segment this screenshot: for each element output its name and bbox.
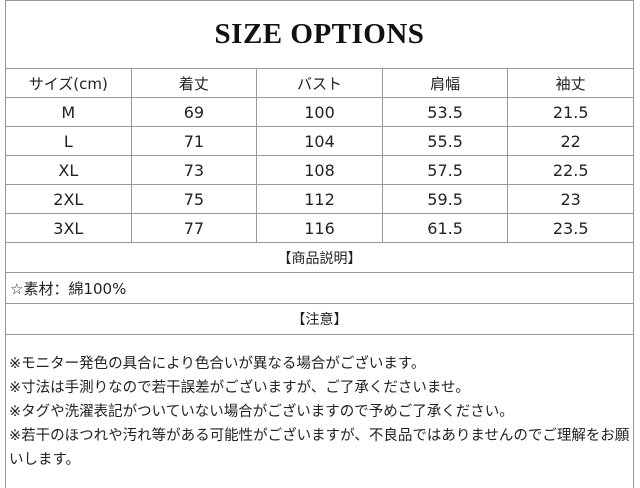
page-title: SIZE OPTIONS: [214, 17, 425, 50]
cell: 53.5: [381, 97, 509, 127]
header-cell: 袖丈: [507, 68, 634, 98]
notes-heading: 【注意】: [5, 303, 634, 335]
note-item: ※若干のほつれや汚れ等がある可能性がございますが、不良品ではありませんのでご理解…: [9, 428, 630, 468]
table-row: L 71 104 55.5 22: [5, 126, 634, 156]
notes-list: ※モニター発色の具合により色合いが異なる場合がございます。 ※寸法は手測りなので…: [9, 352, 631, 472]
cell: 3XL: [5, 213, 132, 243]
cell: XL: [5, 155, 132, 185]
cell: 77: [130, 213, 258, 243]
header-cell: サイズ(cm): [5, 68, 132, 98]
cell: 23.5: [507, 213, 634, 243]
note-item: ※モニター発色の具合により色合いが異なる場合がございます。: [9, 356, 426, 372]
cell: 22.5: [507, 155, 634, 185]
note-item: ※寸法は手測りなので若干誤差がございますが、ご了承くださいませ。: [9, 380, 470, 396]
table-row: M 69 100 53.5 21.5: [5, 97, 634, 127]
note-item: ※タグや洗濯表記がついていない場合がございますので予めご了承ください。: [9, 404, 514, 420]
table-header-row: サイズ(cm) 着丈 バスト 肩幅 袖丈: [5, 68, 634, 98]
cell: L: [5, 126, 132, 156]
cell: 104: [256, 126, 383, 156]
table-row: 2XL 75 112 59.5 23: [5, 184, 634, 214]
cell: 73: [130, 155, 258, 185]
cell: 75: [130, 184, 258, 214]
material-text: ☆素材：綿100%: [5, 272, 634, 304]
cell: 61.5: [381, 213, 509, 243]
cell: 55.5: [381, 126, 509, 156]
cell: 21.5: [507, 97, 634, 127]
header-cell: 肩幅: [381, 68, 509, 98]
cell: 71: [130, 126, 258, 156]
cell: 22: [507, 126, 634, 156]
cell: 116: [256, 213, 383, 243]
header-cell: バスト: [256, 68, 383, 98]
header-cell: 着丈: [130, 68, 258, 98]
cell: 2XL: [5, 184, 132, 214]
description-heading: 【商品説明】: [5, 242, 634, 273]
cell: 59.5: [381, 184, 509, 214]
cell: 100: [256, 97, 383, 127]
cell: 108: [256, 155, 383, 185]
cell: 23: [507, 184, 634, 214]
cell: 69: [130, 97, 258, 127]
size-table: サイズ(cm) 着丈 バスト 肩幅 袖丈 M 69 100 53.5 21.5 …: [5, 68, 634, 335]
table-row: XL 73 108 57.5 22.5: [5, 155, 634, 185]
cell: 57.5: [381, 155, 509, 185]
table-row: 3XL 77 116 61.5 23.5: [5, 213, 634, 243]
cell: 112: [256, 184, 383, 214]
cell: M: [5, 97, 132, 127]
